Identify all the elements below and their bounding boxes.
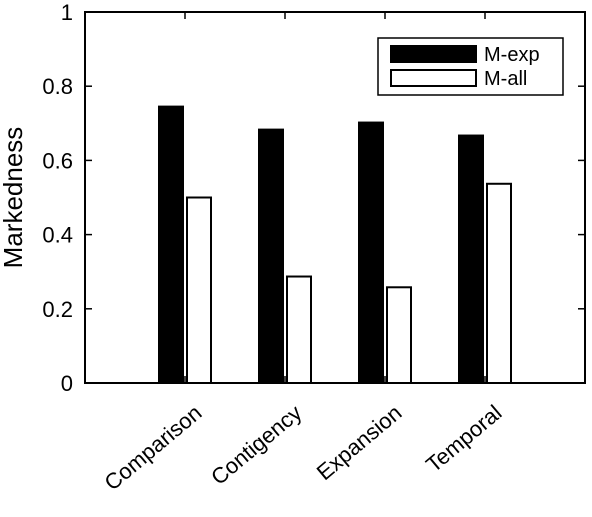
- y-tick-label: 0.4: [42, 223, 73, 248]
- y-axis-label: Markedness: [0, 127, 28, 269]
- x-tick-label: Contigency: [206, 400, 306, 490]
- bar-m-all-contigency: [286, 275, 312, 385]
- y-tick-label: 0: [61, 371, 73, 396]
- x-tick-label: Expansion: [312, 400, 407, 485]
- bars-layer: [158, 105, 512, 385]
- axes-box: [84, 11, 586, 384]
- bar-m-exp-expansion: [358, 121, 384, 384]
- x-tick-label: Comparison: [100, 400, 207, 495]
- bar-m-all-expansion: [386, 286, 412, 385]
- bar-m-exp-comparison: [158, 105, 184, 384]
- legend-label: M-exp: [484, 44, 540, 66]
- bar-m-exp-contigency: [258, 128, 284, 384]
- legend-swatch: [390, 69, 477, 87]
- y-tick-label: 0.2: [42, 297, 73, 322]
- y-tick-label: 0.6: [42, 148, 73, 173]
- legend-label: M-all: [484, 68, 527, 90]
- y-axis: 0 0.2 0.4 0.6 0.8 1: [42, 0, 585, 396]
- bar-m-all-comparison: [186, 196, 212, 384]
- bar-m-all-temporal: [486, 182, 512, 384]
- legend-swatch: [390, 45, 477, 63]
- bar-m-exp-temporal: [458, 134, 484, 384]
- y-tick-label: 0.8: [42, 74, 73, 99]
- y-tick-label: 1: [61, 0, 73, 25]
- x-tick-label: Temporal: [421, 400, 506, 477]
